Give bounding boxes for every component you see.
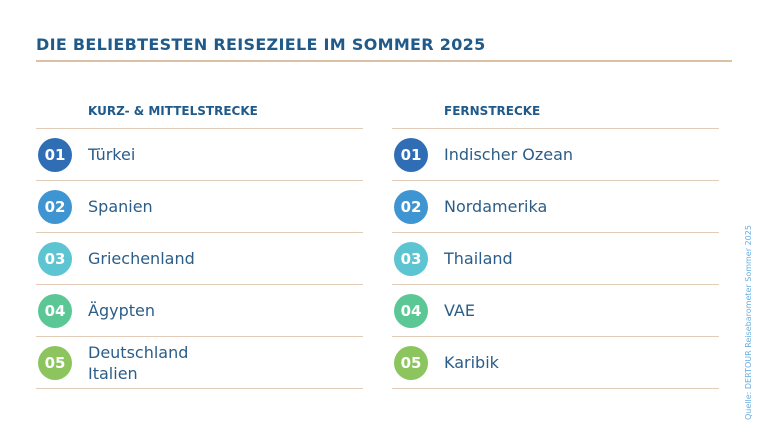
destination-name: Deutschland Italien — [88, 342, 188, 384]
rank-badge: 01 — [394, 137, 428, 172]
rank-badge: 05 — [38, 345, 72, 380]
ranking-row: 04 VAE — [392, 285, 719, 337]
destination-line: Türkei — [88, 145, 136, 164]
destination-name: Ägypten — [88, 300, 155, 321]
short-medium-haul-column: KURZ- & MITTELSTRECKE 01 Türkei 02 Spanien 03… — [36, 104, 363, 389]
destination-line: Indischer Ozean — [444, 145, 574, 164]
destination-name: Spanien — [88, 196, 153, 217]
ranking-row: 03 Griechenland — [36, 233, 363, 285]
destination-name: Indischer Ozean — [444, 144, 573, 165]
destination-name: VAE — [444, 300, 475, 321]
ranking-row: 05 Karibik — [392, 337, 719, 389]
destination-line: Thailand — [444, 249, 513, 268]
destination-name: Thailand — [444, 248, 513, 269]
destination-line: Deutschland — [88, 342, 189, 362]
ranking-row: 03 Thailand — [392, 233, 719, 285]
rank-badge: 03 — [38, 241, 72, 276]
destination-name: Karibik — [444, 352, 499, 373]
destination-line: Spanien — [88, 197, 153, 216]
rank-badge: 03 — [394, 241, 428, 276]
destination-line: Ägypten — [88, 301, 155, 320]
destination-name: Türkei — [88, 144, 135, 165]
long-haul-column: FERNSTRECKE 01 Indischer Ozean 02 Nordamerik… — [392, 104, 719, 389]
destination-name: Nordamerika — [444, 196, 547, 217]
page-title: DIE BELIEBTESTEN REISEZIELE IM SOMMER 20… — [36, 35, 486, 54]
destination-line: Italien — [88, 363, 138, 383]
ranking-row: 04 Ägypten — [36, 285, 363, 337]
rank-badge: 04 — [394, 293, 428, 328]
ranking-row: 02 Spanien — [36, 181, 363, 233]
destination-line: Nordamerika — [444, 197, 548, 216]
rank-badge: 01 — [38, 137, 72, 172]
column-heading: FERNSTRECKE — [392, 104, 719, 129]
destination-line: Karibik — [444, 353, 499, 372]
destination-name: Griechenland — [88, 248, 195, 269]
rank-badge: 05 — [394, 345, 428, 380]
rank-badge: 02 — [394, 189, 428, 224]
rank-badge: 04 — [38, 293, 72, 328]
destination-line: Griechenland — [88, 249, 195, 268]
column-heading: KURZ- & MITTELSTRECKE — [36, 104, 363, 129]
title-divider — [36, 60, 732, 62]
ranking-row: 01 Indischer Ozean — [392, 129, 719, 181]
source-note: Quelle: DERTOUR Reisebarometer Sommer 20… — [744, 225, 753, 420]
ranking-row: 05 Deutschland Italien — [36, 337, 363, 389]
rank-badge: 02 — [38, 189, 72, 224]
destination-line: VAE — [444, 301, 475, 320]
ranking-row: 01 Türkei — [36, 129, 363, 181]
ranking-row: 02 Nordamerika — [392, 181, 719, 233]
